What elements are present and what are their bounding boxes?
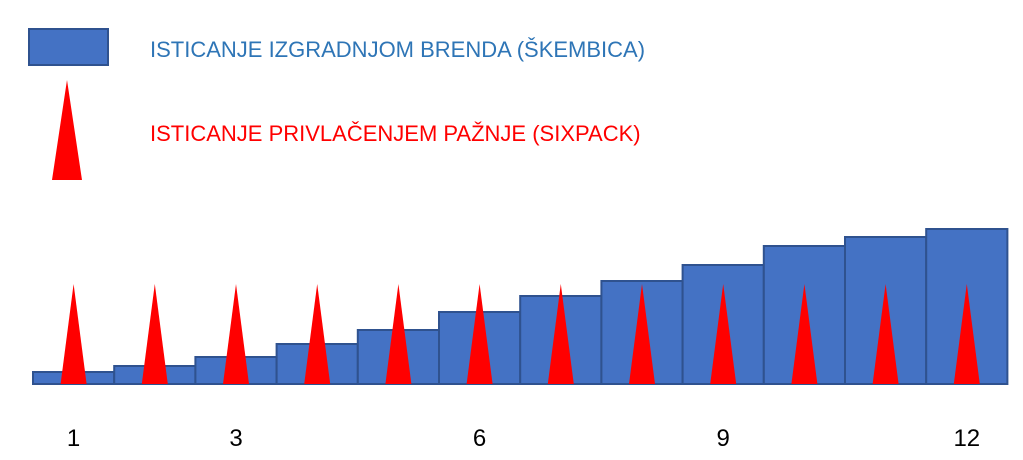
x-tick-label: 9	[717, 425, 730, 452]
triangle-3	[223, 284, 249, 384]
triangle-11	[872, 284, 899, 384]
legend-brand-swatch	[28, 28, 109, 66]
triangle-2	[141, 284, 168, 384]
triangles-layer	[60, 284, 980, 384]
triangle-6	[466, 284, 493, 384]
triangle-8	[629, 284, 655, 384]
triangle-12	[953, 284, 980, 384]
triangle-7	[547, 284, 574, 384]
bars-layer	[32, 228, 1009, 385]
triangle-10	[791, 284, 818, 384]
legend-brand-label: ISTICANJE IZGRADNJOM BRENDA (ŠKEMBICA)	[150, 37, 646, 62]
x-labels-layer: 1 3 6 9 12	[67, 425, 980, 452]
triangle-4	[304, 284, 331, 384]
triangle-9	[710, 284, 737, 384]
x-tick-label: 1	[67, 425, 80, 452]
triangle-5	[385, 284, 412, 384]
triangle-1	[60, 284, 87, 384]
x-tick-label: 12	[953, 425, 980, 452]
legend-attention-label: ISTICANJE PRIVLAČENJEM PAŽNJE (SIXPACK)	[150, 121, 641, 146]
legend-attention-swatch	[52, 80, 82, 180]
x-tick-label: 3	[229, 425, 242, 452]
x-tick-label: 6	[473, 425, 486, 452]
